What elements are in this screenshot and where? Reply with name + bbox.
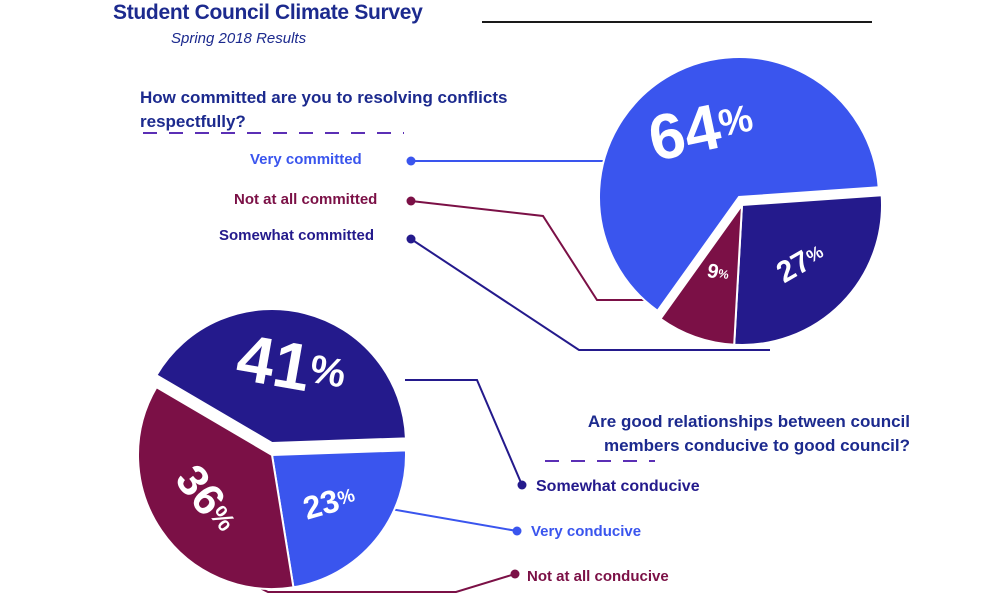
pie-slice-very-committed: [598, 56, 880, 313]
leader-line-not-at-all-committed: [410, 200, 650, 301]
pie-slice-not-at-all-committed: [659, 201, 744, 346]
pie-slice-very-conducive: [270, 449, 407, 589]
legend-label-not-at-all-conducive: Not at all conducive: [527, 568, 669, 585]
leader-line-somewhat-committed: [410, 238, 770, 351]
page-title: Student Council Climate Survey: [113, 1, 423, 24]
pie-chart-commitment: 27%9%64%: [598, 56, 883, 346]
page-subtitle: Spring 2018 Results: [171, 30, 307, 47]
leader-dot-somewhat-conducive: [517, 480, 527, 490]
pie-value-label-not-at-all-committed: 9%: [705, 260, 731, 286]
pie-chart-conducive: 23%36%41%: [137, 308, 407, 590]
legend-label-very-committed: Very committed: [250, 151, 362, 168]
title-rule: [482, 21, 872, 23]
question-2-title: Are good relationships between council m…: [587, 412, 910, 455]
pie-slice-somewhat-committed: [733, 194, 883, 346]
leader-dot-somewhat-committed: [406, 234, 416, 244]
question-1-title: How committed are you to resolving confl…: [140, 88, 508, 131]
leader-dot-very-conducive: [512, 526, 522, 536]
leader-dot-very-committed: [406, 156, 416, 166]
leader-dot-not-at-all-conducive: [510, 569, 520, 579]
leader-line-somewhat-conducive: [405, 379, 523, 486]
legend-label-somewhat-conducive: Somewhat conducive: [536, 478, 700, 495]
legend-label-somewhat-committed: Somewhat committed: [219, 227, 375, 244]
legend-label-not-at-all-committed: Not at all committed: [234, 191, 378, 208]
pie-slice-not-at-all-conducive: [137, 385, 295, 590]
leader-line-very-conducive: [384, 507, 518, 532]
legend-label-very-conducive: Very conducive: [531, 523, 642, 540]
pie-slice-somewhat-conducive: [155, 308, 407, 445]
leader-dot-not-at-all-committed: [406, 196, 416, 206]
pie-value-label-somewhat-conducive: 41%: [232, 320, 352, 412]
